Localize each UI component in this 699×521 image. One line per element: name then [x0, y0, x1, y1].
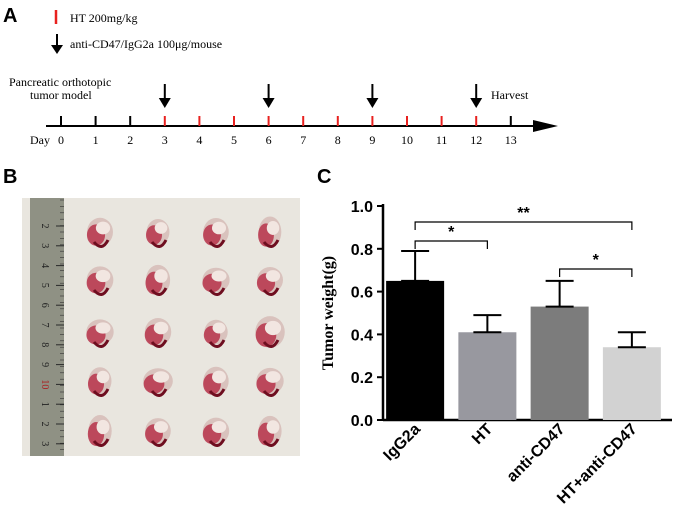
bar — [458, 332, 517, 420]
ruler-mark-label: 3 — [39, 243, 50, 248]
tumor-sample — [203, 319, 228, 348]
day-tick-label: 0 — [58, 133, 64, 147]
tumor-sample — [256, 267, 283, 296]
tumor-sample — [87, 415, 112, 447]
tumor-sample — [203, 366, 229, 397]
tumor-sample — [143, 368, 173, 397]
day-tick-label: 3 — [162, 133, 168, 147]
tumor-sample — [145, 418, 171, 447]
tumor-sample — [86, 266, 114, 296]
significance-bracket — [559, 268, 633, 277]
y-tick-label: 0.2 — [351, 370, 373, 387]
y-tick-label: 0.6 — [351, 285, 373, 302]
day-tick-label: 5 — [231, 133, 237, 147]
ruler-mark-label: 4 — [39, 263, 50, 268]
ruler-mark-label: 2 — [39, 422, 50, 427]
ruler-mark-label: 2 — [39, 224, 50, 229]
antibody-legend-arrow-icon — [51, 34, 63, 54]
day-tick-label: 12 — [470, 133, 482, 147]
tumor-sample — [202, 267, 230, 296]
ruler-mark-label: 10 — [39, 379, 50, 389]
significance-bracket — [414, 221, 633, 230]
tumor-photo: 2 3 4 5 6 7 8 9 10 1 2 3 — [22, 198, 300, 456]
tumor-sample — [145, 264, 171, 296]
antibody-dose-arrow-icon — [262, 84, 275, 108]
tumor-sample — [87, 367, 112, 397]
panel-a-label: A — [3, 5, 17, 27]
timeline-arrow-icon — [533, 120, 558, 132]
x-tick-label: anti-CD47 — [504, 421, 569, 486]
day-tick-label: 9 — [369, 133, 375, 147]
significance-bracket — [414, 240, 488, 249]
significance-label: * — [448, 224, 455, 241]
panel-b-label: B — [3, 166, 17, 188]
ruler-mark-label: 5 — [39, 283, 50, 288]
tumor-sample — [255, 316, 285, 348]
day-tick-label: 11 — [436, 133, 448, 147]
significance-label: * — [593, 252, 600, 269]
y-tick-label: 0.0 — [351, 413, 373, 430]
day-tick-label: 10 — [401, 133, 413, 147]
day-tick-label: 4 — [196, 133, 202, 147]
model-label-line2: tumor model — [30, 88, 92, 102]
tumor-sample — [145, 219, 170, 248]
y-tick-label: 1.0 — [351, 199, 373, 216]
tumor-sample — [144, 318, 172, 348]
day-tick-label: 8 — [335, 133, 341, 147]
tumor-sample — [86, 319, 114, 348]
ruler-mark-label: 6 — [39, 303, 50, 308]
day-tick-label: 6 — [266, 133, 272, 147]
tumor-sample — [258, 216, 282, 248]
ruler — [30, 198, 64, 456]
tumor-sample — [202, 417, 230, 447]
ruler-mark-label: 8 — [39, 342, 50, 347]
x-tick-label: IgG2a — [380, 421, 424, 465]
x-tick-label: HT — [469, 421, 496, 448]
day-tick-label: 1 — [93, 133, 99, 147]
y-tick-label: 0.8 — [351, 242, 373, 259]
model-label-line1: Pancreatic orthotopic — [9, 75, 111, 89]
ruler-mark-label: 7 — [39, 323, 50, 328]
bar — [530, 306, 589, 420]
antibody-legend-label: anti-CD47/IgG2a 100μg/mouse — [70, 37, 222, 51]
bar — [602, 347, 661, 420]
significance-label: ** — [517, 205, 530, 222]
y-tick-label: 0.4 — [351, 327, 373, 344]
ruler-mark-label: 1 — [39, 402, 50, 407]
day-tick-label: 2 — [127, 133, 133, 147]
tumor-sample — [256, 367, 284, 397]
ruler-mark-label: 3 — [39, 441, 50, 446]
harvest-label: Harvest — [491, 88, 529, 102]
day-tick-label: 7 — [300, 133, 306, 147]
timeline: 0 1 2 3 4 5 6 7 8 9 10 11 12 13 — [46, 84, 558, 147]
day-tick-label: 13 — [505, 133, 517, 147]
antibody-dose-arrow-icon — [366, 84, 379, 108]
y-axis-label: Tumor weight(g) — [320, 256, 337, 370]
tumor-sample — [203, 217, 229, 248]
tumor-sample — [86, 217, 113, 248]
antibody-dose-arrow-icon — [470, 84, 483, 108]
bar — [386, 280, 445, 420]
day-label: Day — [30, 133, 50, 147]
panel-c-label: C — [317, 166, 331, 188]
ruler-mark-label: 9 — [39, 362, 50, 367]
tumor-sample — [257, 415, 282, 447]
antibody-dose-arrow-icon — [158, 84, 171, 108]
ht-legend-label: HT 200mg/kg — [70, 11, 137, 25]
